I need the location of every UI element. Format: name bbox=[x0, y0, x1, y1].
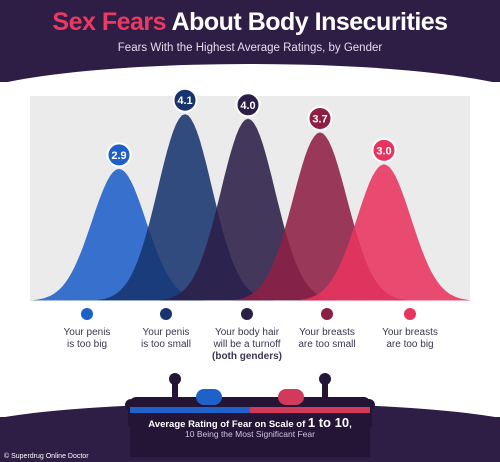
page-title: Sex Fears About Body Insecurities bbox=[0, 8, 500, 37]
legend: Your penis is too big Your penis is too … bbox=[0, 308, 500, 368]
bed-post-right-back bbox=[319, 373, 331, 411]
legend-dot bbox=[321, 308, 333, 320]
legend-item-penis-too-big: Your penis is too big bbox=[41, 308, 133, 351]
legend-dot bbox=[241, 308, 253, 320]
legend-item-breasts-too-big: Your breasts are too big bbox=[364, 308, 456, 351]
legend-text: Your body hair bbox=[214, 327, 280, 338]
legend-text: Your breasts bbox=[382, 327, 438, 338]
curves-group bbox=[29, 114, 474, 301]
header-banner: Sex Fears About Body Insecurities Fears … bbox=[0, 0, 500, 82]
value-label-breasts-too-small: 3.7 bbox=[312, 113, 327, 125]
curve-breasts-too-big bbox=[294, 164, 474, 301]
pillow-blue-icon bbox=[196, 389, 222, 405]
title-accent: Sex Fears bbox=[52, 8, 167, 36]
value-badge-breasts-too-big bbox=[371, 137, 397, 163]
bed-icon bbox=[130, 389, 370, 457]
value-label-body-hair: 4.0 bbox=[240, 100, 255, 112]
legend-text: is too big bbox=[66, 339, 108, 350]
credit-text: © Superdrug Online Doctor bbox=[4, 453, 89, 460]
value-badge-penis-too-big bbox=[106, 142, 132, 168]
value-badge-breasts-too-small bbox=[307, 105, 333, 131]
footer-scale-text: Average Rating of Fear on Scale of 1 to … bbox=[148, 415, 352, 430]
legend-text: Your penis bbox=[142, 327, 190, 338]
legend-text-bold: (both genders) bbox=[212, 351, 282, 362]
legend-text: are too small bbox=[298, 339, 356, 350]
footer-scale-note: 10 Being the Most Significant Fear bbox=[185, 429, 315, 439]
value-label-penis-too-big: 2.9 bbox=[111, 150, 126, 162]
legend-text: are too big bbox=[386, 339, 434, 350]
title-rest: About Body Insecurities bbox=[166, 8, 449, 36]
legend-text: Your breasts bbox=[299, 327, 355, 338]
footer: Average Rating of Fear on Scale of 1 to … bbox=[0, 373, 500, 462]
legend-item-penis-too-small: Your penis is too small bbox=[120, 308, 212, 351]
chart-area: 2.9 4.1 4.0 3.7 3.0 bbox=[29, 87, 474, 301]
bed-post-left-back bbox=[169, 373, 181, 411]
legend-text: Your penis bbox=[63, 327, 111, 338]
legend-dot bbox=[404, 308, 416, 320]
legend-text: is too small bbox=[140, 339, 191, 350]
legend-item-body-hair: Your body hair will be a turnoff (both g… bbox=[201, 308, 293, 363]
page-subtitle: Fears With the Highest Average Ratings, … bbox=[117, 42, 383, 54]
bed-cover bbox=[130, 407, 370, 413]
value-label-breasts-too-big: 3.0 bbox=[376, 145, 391, 157]
value-badge-body-hair bbox=[235, 92, 261, 118]
legend-dot bbox=[81, 308, 93, 320]
legend-dot bbox=[160, 308, 172, 320]
value-badge-penis-too-small bbox=[172, 87, 198, 113]
value-labels-group: 2.9 4.1 4.0 3.7 3.0 bbox=[106, 87, 397, 168]
pillow-red-icon bbox=[278, 389, 304, 405]
value-label-penis-too-small: 4.1 bbox=[177, 95, 192, 107]
legend-text: will be a turnoff bbox=[213, 339, 281, 350]
legend-item-breasts-too-small: Your breasts are too small bbox=[281, 308, 373, 351]
